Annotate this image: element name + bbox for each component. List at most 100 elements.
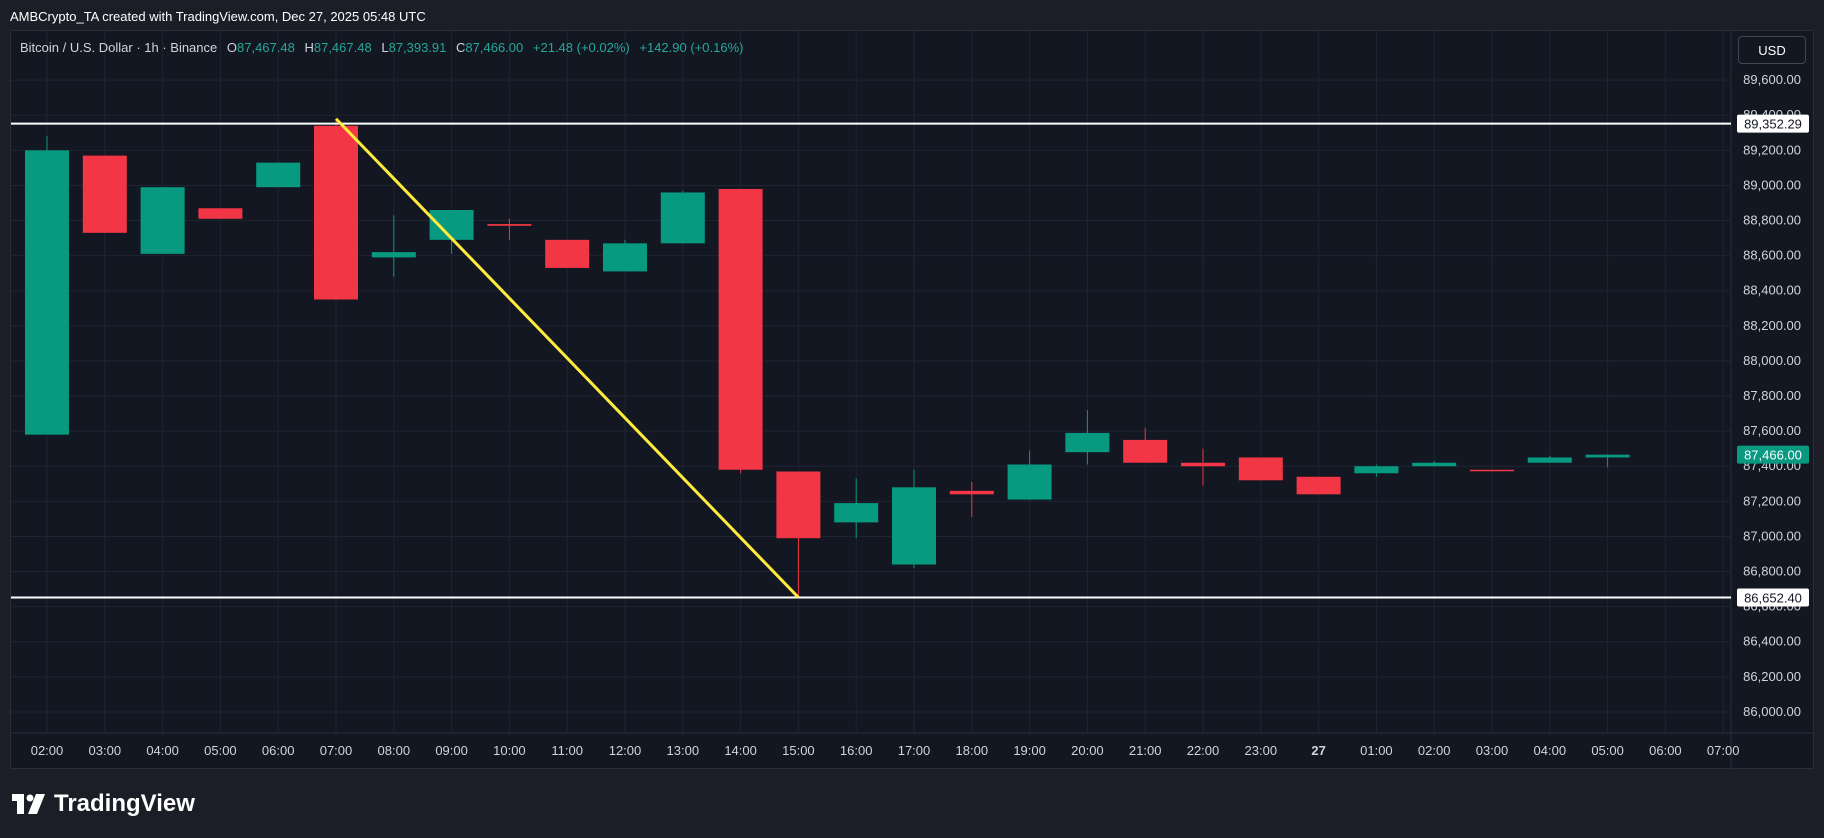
symbol-title[interactable]: Bitcoin / U.S. Dollar · 1h · Binance — [20, 40, 218, 55]
last-price-label: 87,466.00 — [1744, 448, 1802, 463]
price-tick-label: 87,000.00 — [1743, 528, 1801, 543]
time-tick-label: 21:00 — [1129, 743, 1162, 758]
candle-body — [1123, 439, 1168, 463]
candle-body — [1470, 469, 1514, 472]
time-tick-label: 18:00 — [956, 743, 989, 758]
candle-body — [429, 210, 474, 240]
chart-attribution: AMBCrypto_TA created with TradingView.co… — [10, 9, 426, 24]
tradingview-logo[interactable]: TradingView — [12, 790, 195, 818]
price-tick-label: 88,600.00 — [1743, 248, 1801, 263]
candle-body — [1238, 457, 1283, 481]
price-tick-label: 87,600.00 — [1743, 423, 1801, 438]
candle-body — [140, 187, 185, 254]
price-tick-label: 86,400.00 — [1743, 634, 1801, 649]
open-value: 87,467.48 — [237, 40, 295, 55]
candlestick-chart[interactable]: 89,600.0089,400.0089,200.0089,000.0088,8… — [11, 31, 1815, 770]
candle-body — [1181, 462, 1225, 467]
candle-body — [1007, 464, 1052, 500]
candle-body — [487, 224, 532, 226]
time-tick-label: 22:00 — [1187, 743, 1220, 758]
time-tick-label: 11:00 — [551, 743, 583, 758]
candle-body — [1296, 476, 1341, 495]
tradingview-logo-icon — [12, 794, 45, 814]
time-tick-label: 04:00 — [146, 743, 179, 758]
time-tick-label: 16:00 — [840, 743, 873, 758]
candle-body — [256, 162, 301, 188]
level-price-tag — [1737, 588, 1809, 607]
price-tick-label: 87,800.00 — [1743, 388, 1801, 403]
time-tick-label: 12:00 — [609, 743, 642, 758]
open-key: O — [226, 40, 237, 55]
price-tick-label: 88,200.00 — [1743, 318, 1801, 333]
price-tick-label: 88,000.00 — [1743, 353, 1801, 368]
time-tick-label: 14:00 — [724, 743, 757, 758]
time-tick-label: 06:00 — [262, 743, 295, 758]
price-tick-label: 89,600.00 — [1743, 72, 1801, 87]
time-tick-label: 02:00 — [31, 743, 64, 758]
currency-button[interactable]: USD — [1738, 36, 1806, 64]
candle-body — [545, 239, 590, 268]
level-price-tag — [1737, 114, 1809, 133]
time-tick-label: 06:00 — [1649, 743, 1682, 758]
high-key: H — [304, 40, 314, 55]
price-tick-label: 86,800.00 — [1743, 564, 1801, 579]
candle-body — [25, 150, 69, 435]
time-tick-label: 03:00 — [89, 743, 122, 758]
time-tick-label: 19:00 — [1013, 743, 1046, 758]
candle-body — [1412, 462, 1457, 467]
time-tick-label: 10:00 — [493, 743, 526, 758]
candle-body — [892, 487, 936, 565]
candle-body — [718, 188, 763, 470]
time-tick-label: 03:00 — [1476, 743, 1509, 758]
candle-body — [949, 490, 994, 495]
time-tick-label: 13:00 — [667, 743, 700, 758]
candle-body — [776, 471, 821, 539]
time-tick-label: 20:00 — [1071, 743, 1104, 758]
time-tick-label: 05:00 — [204, 743, 237, 758]
candle-body — [314, 125, 358, 300]
time-tick-label: 02:00 — [1418, 743, 1451, 758]
candle-body — [660, 192, 705, 244]
chart-panel[interactable]: 89,600.0089,400.0089,200.0089,000.0088,8… — [10, 30, 1815, 770]
time-tick-label: 15:00 — [782, 743, 815, 758]
close-key: C — [456, 40, 466, 55]
time-tick-label: 05:00 — [1591, 743, 1624, 758]
low-value: 87,393.91 — [388, 40, 447, 55]
price-tick-label: 89,200.00 — [1743, 142, 1801, 157]
high-value: 87,467.48 — [313, 40, 372, 55]
candle-body — [371, 252, 416, 258]
level-price-label: 86,652.40 — [1744, 590, 1802, 605]
time-tick-label: 04:00 — [1534, 743, 1567, 758]
time-tick-label: 07:00 — [320, 743, 353, 758]
candle-body — [834, 503, 879, 523]
candle-body — [603, 243, 647, 272]
candle-body — [1065, 432, 1110, 453]
price-tick-label: 86,000.00 — [1743, 704, 1801, 719]
time-tick-label: 07:00 — [1707, 743, 1740, 758]
candle-body — [198, 208, 243, 219]
candle-body — [82, 155, 127, 233]
price-tick-label: 88,400.00 — [1743, 283, 1801, 298]
last-price-tag — [1737, 445, 1809, 464]
price-tick-label: 87,200.00 — [1743, 493, 1801, 508]
close-value: 87,466.00 — [465, 40, 524, 55]
price-tick-label: 89,000.00 — [1743, 177, 1801, 192]
price-tick-label: 88,800.00 — [1743, 213, 1801, 228]
time-tick-label: 23:00 — [1245, 743, 1278, 758]
time-tick-label: 17:00 — [898, 743, 931, 758]
candle-body — [1527, 457, 1572, 463]
level-price-label: 89,352.29 — [1744, 117, 1802, 132]
time-tick-label: 08:00 — [378, 743, 411, 758]
change-value-2: +142.90 (+0.16%) — [639, 40, 744, 55]
trend-line — [334, 117, 800, 599]
time-tick-label: 27 — [1311, 743, 1325, 758]
candle-body — [1585, 454, 1630, 458]
symbol-legend: Bitcoin / U.S. Dollar · 1h · Binance O87… — [20, 40, 743, 55]
price-tick-label: 86,200.00 — [1743, 669, 1801, 684]
time-tick-label: 01:00 — [1360, 743, 1393, 758]
time-tick-label: 09:00 — [435, 743, 468, 758]
change-value: +21.48 (+0.02%) — [532, 40, 630, 55]
candle-body — [1354, 466, 1399, 474]
brand-name: TradingView — [54, 790, 195, 817]
low-key: L — [381, 40, 389, 55]
